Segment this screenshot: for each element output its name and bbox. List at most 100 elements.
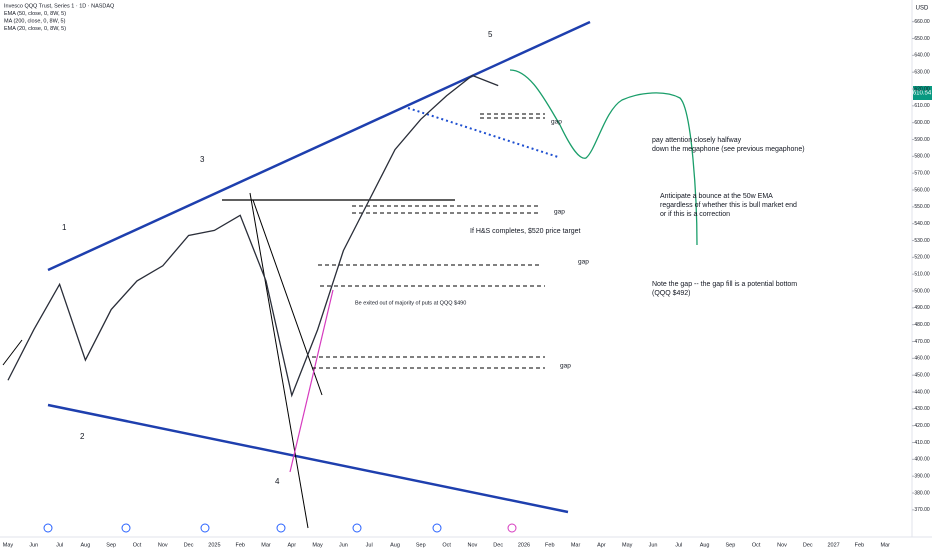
x-tick-label: Jul — [56, 542, 63, 548]
annotation: gap — [554, 209, 565, 216]
annotation: or if this is a correction — [660, 211, 730, 218]
y-tick-label: 610.00 — [914, 103, 930, 109]
y-tick-label: 550.00 — [914, 204, 930, 210]
annotation: Anticipate a bounce at the 50w EMA — [660, 193, 773, 200]
x-tick-label: Oct — [442, 542, 451, 548]
y-tick-label: 480.00 — [914, 322, 930, 328]
x-tick-label: Mar — [261, 542, 271, 548]
x-tick-label: Sep — [416, 542, 426, 548]
trend-line — [2, 339, 23, 366]
x-tick-label: May — [3, 542, 14, 548]
y-tick-label: 520.00 — [914, 255, 930, 261]
x-tick-label: Nov — [777, 542, 787, 548]
y-tick-label: 530.00 — [914, 238, 930, 244]
legend-entry: EMA (20, close, 0, 8W, 5) — [4, 26, 66, 32]
last-price-label: 610.54 — [913, 91, 932, 97]
x-tick-label: Feb — [545, 542, 554, 548]
x-tick-label: Feb — [855, 542, 864, 548]
y-tick-label: 460.00 — [914, 356, 930, 362]
y-tick-label: 390.00 — [914, 474, 930, 480]
drawings — [2, 20, 698, 529]
y-tick-label: 620.00 — [914, 86, 930, 92]
x-tick-label: Oct — [752, 542, 761, 548]
annotation: If H&S completes, $520 price target — [470, 228, 581, 235]
x-tick-label: Aug — [390, 542, 400, 548]
y-tick-label: 490.00 — [914, 305, 930, 311]
event-icons — [43, 523, 517, 533]
x-tick-label: Oct — [133, 542, 142, 548]
x-tick-label: May — [622, 542, 633, 548]
y-tick-label: 570.00 — [914, 171, 930, 177]
annotation: down the megaphone (see previous megapho… — [652, 146, 805, 153]
x-tick-label: Dec — [493, 542, 503, 548]
legend-entry: Invesco QQQ Trust, Series 1 · 1D · NASDA… — [4, 3, 115, 9]
x-tick-label: Apr — [288, 542, 297, 548]
x-tick-label: Jun — [339, 542, 348, 548]
y-tick-label: 450.00 — [914, 373, 930, 379]
x-tick-label: Jun — [29, 542, 38, 548]
projection-path — [509, 69, 698, 246]
last-price-box — [913, 86, 932, 100]
x-tick-label: Feb — [235, 542, 244, 548]
y-tick-label: 370.00 — [914, 507, 930, 513]
x-tick-label: 2027 — [827, 542, 839, 548]
currency-label: USD — [916, 6, 929, 12]
annotation: (QQQ $492) — [652, 290, 691, 297]
y-tick-label: 560.00 — [914, 187, 930, 193]
annotation: gap — [578, 259, 589, 266]
annotation: gap — [551, 119, 562, 126]
legend-entry: EMA (50, close, 0, 8W, 5) — [4, 11, 66, 17]
annotation: gap — [560, 363, 571, 370]
y-tick-label: 650.00 — [914, 36, 930, 42]
gap-lines — [312, 113, 545, 369]
y-tick-label: 540.00 — [914, 221, 930, 227]
y-tick-label: 510.00 — [914, 272, 930, 278]
x-tick-label: 2025 — [208, 542, 220, 548]
annotation: 5 — [488, 30, 493, 39]
y-tick-label: 500.00 — [914, 288, 930, 294]
x-tick-label: Apr — [597, 542, 606, 548]
x-tick-label: Nov — [468, 542, 478, 548]
x-tick-label: Sep — [106, 542, 116, 548]
x-tick-label: Jul — [675, 542, 682, 548]
x-tick-label: May — [312, 542, 323, 548]
trend-line — [289, 289, 334, 473]
y-tick-label: 430.00 — [914, 406, 930, 412]
megaphone-bottom — [47, 403, 569, 514]
y-tick-label: 640.00 — [914, 53, 930, 59]
megaphone-top — [47, 20, 591, 272]
x-tick-label: Dec — [184, 542, 194, 548]
x-tick-label: Dec — [803, 542, 813, 548]
neckline — [407, 107, 559, 158]
y-tick-label: 600.00 — [914, 120, 930, 126]
x-tick-label: Mar — [880, 542, 890, 548]
annotation: 3 — [200, 155, 205, 164]
y-tick-label: 580.00 — [914, 154, 930, 160]
y-tick-label: 410.00 — [914, 440, 930, 446]
annotation: regardless of whether this is bull marke… — [660, 202, 797, 209]
x-tick-label: 2026 — [518, 542, 530, 548]
legend-entry: MA (200, close, 0, 8W, 5) — [4, 18, 66, 24]
trend-line — [249, 192, 309, 529]
y-tick-label: 400.00 — [914, 457, 930, 463]
y-tick-label: 380.00 — [914, 490, 930, 496]
x-tick-label: Aug — [81, 542, 91, 548]
y-tick-label: 630.00 — [914, 70, 930, 76]
annotation: Be exited out of majority of puts at QQQ… — [355, 300, 466, 306]
annotation: 1 — [62, 223, 67, 232]
annotation: pay attention closely halfway — [652, 137, 742, 144]
y-tick-label: 470.00 — [914, 339, 930, 345]
trend-line — [252, 199, 323, 396]
y-tick-label: 440.00 — [914, 389, 930, 395]
y-tick-label: 590.00 — [914, 137, 930, 143]
price-line — [7, 74, 499, 398]
x-tick-label: Sep — [726, 542, 736, 548]
x-tick-label: Jun — [649, 542, 658, 548]
x-tick-label: Mar — [571, 542, 581, 548]
annotation: Note the gap -- the gap fill is a potent… — [652, 281, 797, 288]
y-tick-label: 660.00 — [914, 19, 930, 25]
annotation: 4 — [275, 477, 280, 486]
x-tick-label: Jul — [366, 542, 373, 548]
